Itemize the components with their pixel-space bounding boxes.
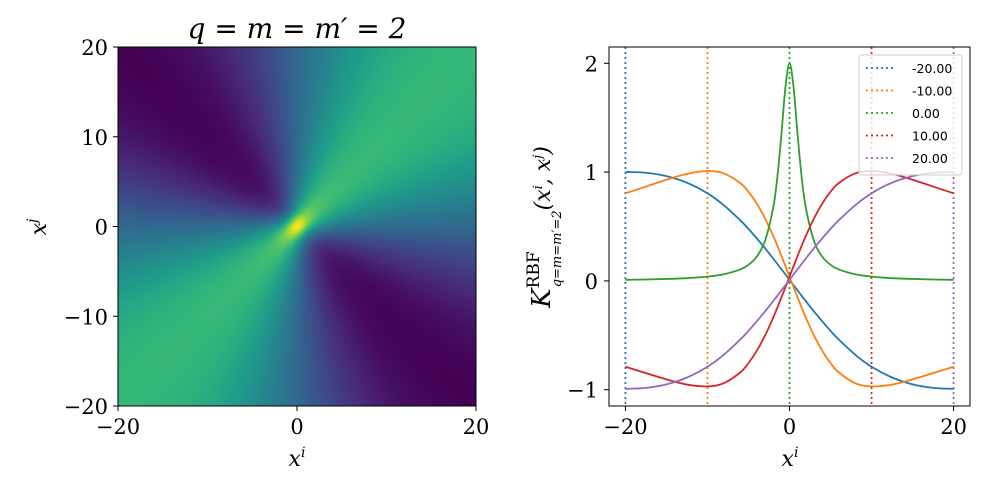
line-ytick-label: −1 <box>567 379 598 403</box>
legend-label: 10.00 <box>912 129 948 144</box>
series-line-0.00 <box>625 62 954 281</box>
heatmap-ytick-label: 0 <box>95 216 108 240</box>
heatmap-xlabel: xi <box>289 445 306 472</box>
heatmap-frame <box>117 46 477 407</box>
legend-label: -10.00 <box>912 84 952 99</box>
legend: -20.00 -10.00 0.00 10.00 20.00 <box>858 54 963 176</box>
line-xtick-label: 20 <box>940 415 967 439</box>
heatmap-axes: q = m = m′ = 2 −20 0 20 −20 −10 0 10 20 xi xj <box>25 12 489 472</box>
heatmap-xtick-label: −20 <box>96 415 140 439</box>
line-ytick-label: 0 <box>585 270 598 294</box>
line-axes: −20 0 20 −1 0 1 2 xi KRBF q=m=m′=2(xi, xj) -20.… <box>524 46 971 472</box>
legend-label: 0.00 <box>912 106 940 121</box>
heatmap-xtick-label: 0 <box>290 415 303 439</box>
heatmap-ytick-label: −20 <box>64 395 108 419</box>
legend-label: 20.00 <box>912 151 948 166</box>
series-line-20.00 <box>625 170 954 390</box>
heatmap-ytick-label: −10 <box>64 305 108 329</box>
line-xtick-label: 0 <box>783 415 796 439</box>
line-ytick-label: 1 <box>585 161 598 185</box>
line-xlabel: xi <box>782 445 799 472</box>
heatmap-image <box>118 47 476 406</box>
line-xtick-label: −20 <box>603 415 647 439</box>
heatmap-ylabel: xj <box>25 218 52 235</box>
heatmap-ytick-label: 10 <box>81 126 108 150</box>
heatmap-title: q = m = m′ = 2 <box>188 12 407 45</box>
heatmap-ytick-label: 20 <box>81 36 108 60</box>
line-ylabel: KRBF q=m=m′=2(xi, xj) <box>524 146 565 309</box>
line-ytick-label: 2 <box>585 52 598 76</box>
legend-box <box>858 54 963 176</box>
legend-label: -20.00 <box>912 61 952 76</box>
heatmap-xtick-label: 20 <box>463 415 490 439</box>
